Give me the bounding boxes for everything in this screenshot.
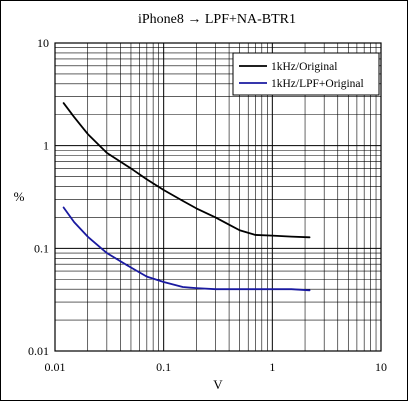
legend-label: 1kHz/LPF+Original — [271, 78, 364, 90]
legend-box — [232, 52, 380, 96]
plot-border — [54, 42, 382, 352]
legend: 1kHz/Original 1kHz/LPF+Original — [232, 52, 380, 96]
x-tick-label: 0.01 — [45, 360, 66, 374]
y-tick-label: 0.1 — [34, 241, 49, 255]
y-tick-label: 1 — [43, 139, 49, 153]
series-line-1 — [62, 102, 311, 239]
x-tick-label: 1 — [269, 360, 275, 374]
legend-label: 1kHz/Original — [271, 61, 337, 73]
y-tick-label: 10 — [37, 36, 49, 50]
y-tick-label: 0.01 — [28, 344, 49, 358]
x-tick-label: 10 — [375, 360, 387, 374]
series-line-2 — [62, 206, 311, 292]
y-axis-label: % — [14, 189, 25, 204]
chart-title: iPhone8 → LPF+NA-BTR1 — [138, 12, 296, 27]
tick-labels: 0.01 0.1 1 10 0.01 0.1 1 10 — [28, 36, 387, 374]
x-axis-label: V — [213, 377, 223, 392]
x-tick-label: 0.1 — [156, 360, 171, 374]
series-lines — [62, 102, 311, 292]
